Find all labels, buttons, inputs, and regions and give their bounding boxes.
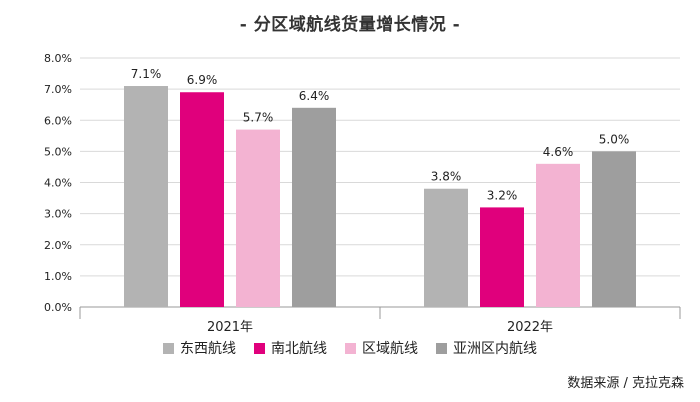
legend-label: 东西航线 (180, 341, 236, 357)
y-tick-label: 6.0% (44, 114, 72, 127)
y-tick-label: 4.0% (44, 177, 72, 190)
chart-legend: 东西航线 南北航线 区域航线 亚洲区内航线 (0, 338, 700, 358)
data-label: 3.8% (431, 170, 462, 184)
legend-item: 区域航线 (345, 338, 418, 358)
data-label: 6.9% (187, 73, 218, 87)
legend-swatch (163, 342, 174, 354)
data-label: 6.4% (299, 89, 330, 103)
legend-label: 亚洲区内航线 (453, 341, 537, 357)
y-tick-label: 2.0% (44, 239, 72, 252)
data-label: 5.7% (243, 111, 274, 125)
y-tick-label: 5.0% (44, 145, 72, 158)
legend-item: 南北航线 (254, 338, 327, 358)
legend-swatch (436, 342, 447, 354)
bar (236, 129, 280, 307)
bar (424, 188, 468, 307)
legend-item: 东西航线 (163, 338, 236, 358)
legend-label: 南北航线 (271, 341, 327, 357)
legend-item: 亚洲区内航线 (436, 338, 537, 358)
y-tick-label: 0.0% (44, 301, 72, 314)
legend-swatch (345, 342, 356, 354)
bar (124, 86, 168, 307)
y-tick-label: 7.0% (44, 83, 72, 96)
data-label: 5.0% (599, 132, 630, 146)
y-tick-label: 3.0% (44, 208, 72, 221)
legend-swatch (254, 342, 265, 354)
bar (536, 163, 580, 307)
bar (592, 151, 636, 307)
data-source: 数据来源 / 克拉克森 (567, 376, 684, 391)
data-label: 7.1% (131, 67, 162, 81)
chart-title: - 分区域航线货量增长情况 - (239, 15, 461, 35)
x-category-label: 2021年 (207, 320, 253, 335)
y-tick-label: 8.0% (44, 52, 72, 65)
bar (480, 207, 524, 307)
y-tick-label: 1.0% (44, 270, 72, 283)
bar (292, 107, 336, 307)
x-category-label: 2022年 (507, 320, 553, 335)
legend-label: 区域航线 (362, 341, 418, 357)
bar (180, 92, 224, 307)
data-label: 4.6% (543, 145, 574, 159)
data-label: 3.2% (487, 188, 518, 202)
